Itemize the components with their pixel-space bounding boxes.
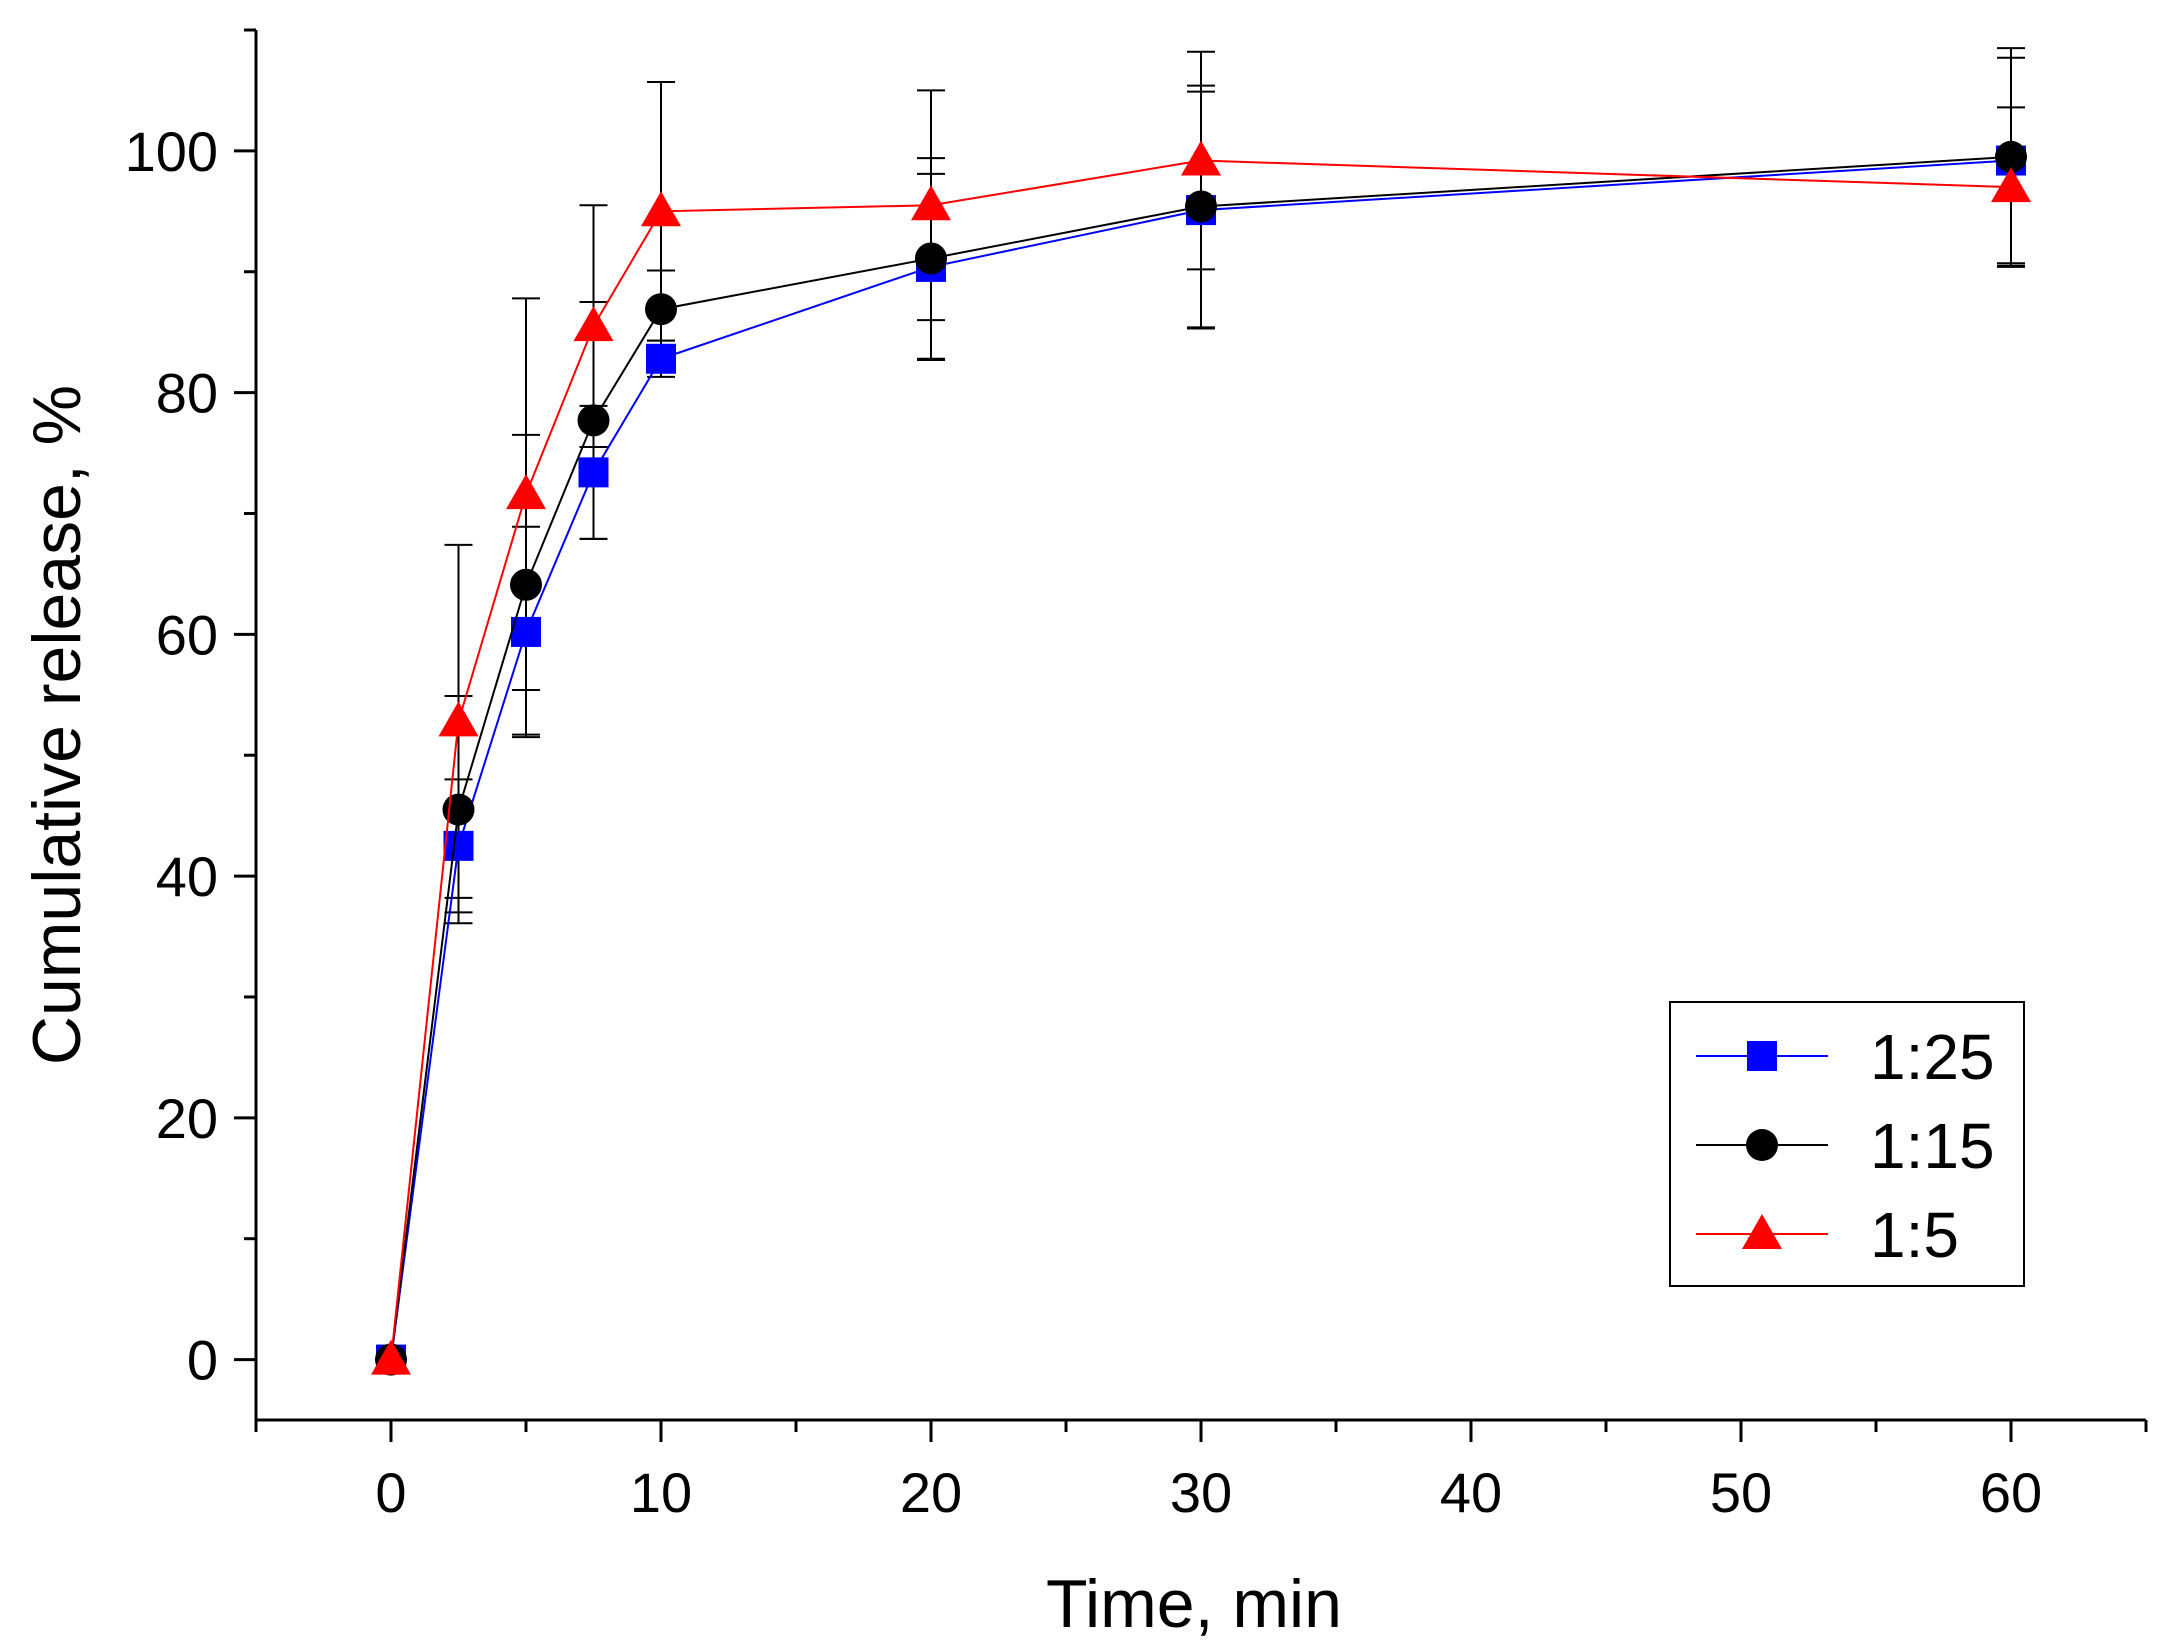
- y-tick-label: 40: [156, 845, 218, 908]
- axes-layer: 0 10 20 30 40 50 60 0 20 40 60 80 100: [125, 28, 2148, 1524]
- y-axis-title: Cumulative release, %: [19, 385, 95, 1065]
- y-tick-label: 100: [125, 120, 218, 183]
- error-bars-1-5: [444, 50, 2025, 899]
- legend-label-1-25: 1:25: [1870, 1021, 1995, 1093]
- y-tick-label: 60: [156, 603, 218, 666]
- series-points-1-5: [371, 140, 2031, 1375]
- x-tick-label: 40: [1440, 1461, 1502, 1524]
- legend-label-1-5: 1:5: [1870, 1199, 1959, 1271]
- data-point-1-15: [510, 568, 542, 601]
- legend-marker-1-25: [1747, 1041, 1777, 1071]
- data-point-1-15: [915, 242, 947, 275]
- x-tick-label: 60: [1980, 1461, 2042, 1524]
- x-tick-label: 0: [375, 1461, 406, 1524]
- data-point-1-5: [506, 474, 546, 510]
- data-point-1-5: [573, 306, 614, 342]
- data-point-1-25: [578, 457, 609, 488]
- data-point-1-5: [1181, 140, 1221, 176]
- y-tick-label: 80: [156, 362, 218, 425]
- x-tick-label: 10: [630, 1461, 692, 1524]
- data-point-1-25: [443, 830, 474, 861]
- legend-marker-1-5: [1742, 1214, 1782, 1249]
- data-point-1-15: [645, 293, 677, 326]
- data-point-1-15: [577, 404, 610, 437]
- error-bars-1-25: [444, 56, 2025, 914]
- series-layer: [371, 47, 2031, 1376]
- series-line-1-5: [390, 159, 2012, 1360]
- legend-marker-1-15: [1746, 1129, 1778, 1161]
- series-line-1-15: [390, 155, 2012, 1360]
- legend-label-1-15: 1:15: [1870, 1110, 1995, 1182]
- data-point-1-5: [911, 185, 951, 221]
- data-point-1-15: [1995, 140, 2027, 173]
- data-point-1-5: [371, 1339, 411, 1375]
- data-point-1-15: [1185, 190, 1217, 223]
- data-point-1-5: [1991, 167, 2031, 203]
- x-tick-label: 20: [900, 1461, 962, 1524]
- series-points-1-15: [375, 140, 2027, 1376]
- data-point-1-25: [646, 343, 676, 374]
- y-tick-label: 20: [156, 1087, 218, 1150]
- y-tick-label: 0: [187, 1329, 218, 1392]
- data-point-1-5: [641, 191, 681, 227]
- x-axis-title: Time, min: [1046, 1566, 1342, 1642]
- data-point-1-25: [511, 616, 541, 647]
- x-tick-label: 50: [1710, 1461, 1772, 1524]
- legend: 1:25 1:15 1:5: [1669, 1001, 2025, 1287]
- data-point-1-5: [438, 701, 479, 737]
- x-tick-label: 30: [1170, 1461, 1232, 1524]
